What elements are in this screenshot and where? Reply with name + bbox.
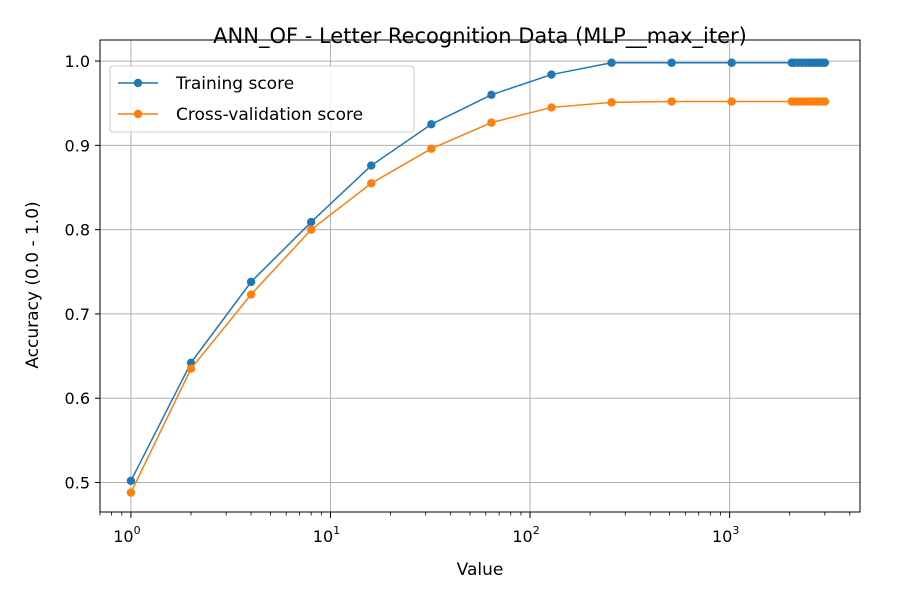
data-point-1 — [126, 488, 136, 497]
legend-cv-label: Cross-validation score — [176, 105, 363, 125]
data-point-0 — [607, 58, 616, 67]
x-tick-label: 100 — [113, 524, 140, 546]
y-tick-label: 0.7 — [65, 305, 90, 324]
data-point-1 — [427, 144, 436, 153]
data-point-0 — [667, 58, 676, 67]
x-axis-label: Value — [457, 560, 504, 580]
ticks-layer: 0.5 0.6 0.7 0.8 0.9 1.0 100 101 102 103 — [65, 52, 851, 546]
data-point-0 — [727, 58, 736, 67]
data-point-1 — [727, 97, 736, 106]
chart-title: ANN_OF - Letter Recognition Data (MLP__m… — [213, 24, 747, 49]
data-point-1 — [487, 118, 496, 127]
data-point-0 — [820, 58, 830, 67]
data-point-1 — [607, 98, 616, 107]
series-layer — [126, 58, 830, 497]
legend-cv-marker — [133, 109, 143, 119]
x-tick-label: 102 — [512, 524, 539, 546]
data-point-1 — [306, 225, 316, 234]
data-point-1 — [367, 179, 376, 188]
data-point-0 — [126, 476, 136, 486]
legend-training-marker — [133, 78, 143, 88]
data-point-1 — [186, 364, 196, 373]
data-point-1 — [246, 290, 256, 299]
legend: Training score Cross-validation score — [109, 65, 415, 133]
x-tick-label: 103 — [712, 524, 739, 546]
y-tick-label: 0.8 — [65, 221, 90, 240]
plot-frame — [99, 39, 861, 513]
y-tick-label: 0.5 — [65, 474, 90, 493]
legend-box — [109, 65, 415, 133]
data-point-1 — [820, 97, 830, 106]
series-line-1 — [130, 100, 825, 493]
data-point-1 — [547, 103, 556, 112]
data-point-0 — [487, 90, 496, 99]
legend-training-label: Training score — [175, 74, 294, 94]
y-tick-label: 0.6 — [65, 389, 90, 408]
data-point-0 — [186, 358, 196, 368]
data-point-0 — [367, 161, 376, 170]
data-point-1 — [667, 97, 676, 106]
data-point-0 — [246, 277, 256, 287]
data-point-0 — [306, 217, 316, 227]
data-point-0 — [547, 70, 556, 79]
x-tick-label: 101 — [313, 524, 340, 546]
y-tick-label: 1.0 — [65, 52, 90, 71]
data-point-0 — [427, 120, 436, 129]
y-tick-label: 0.9 — [65, 136, 90, 155]
y-axis-label: Accuracy (0.0 - 1.0) — [23, 201, 43, 368]
